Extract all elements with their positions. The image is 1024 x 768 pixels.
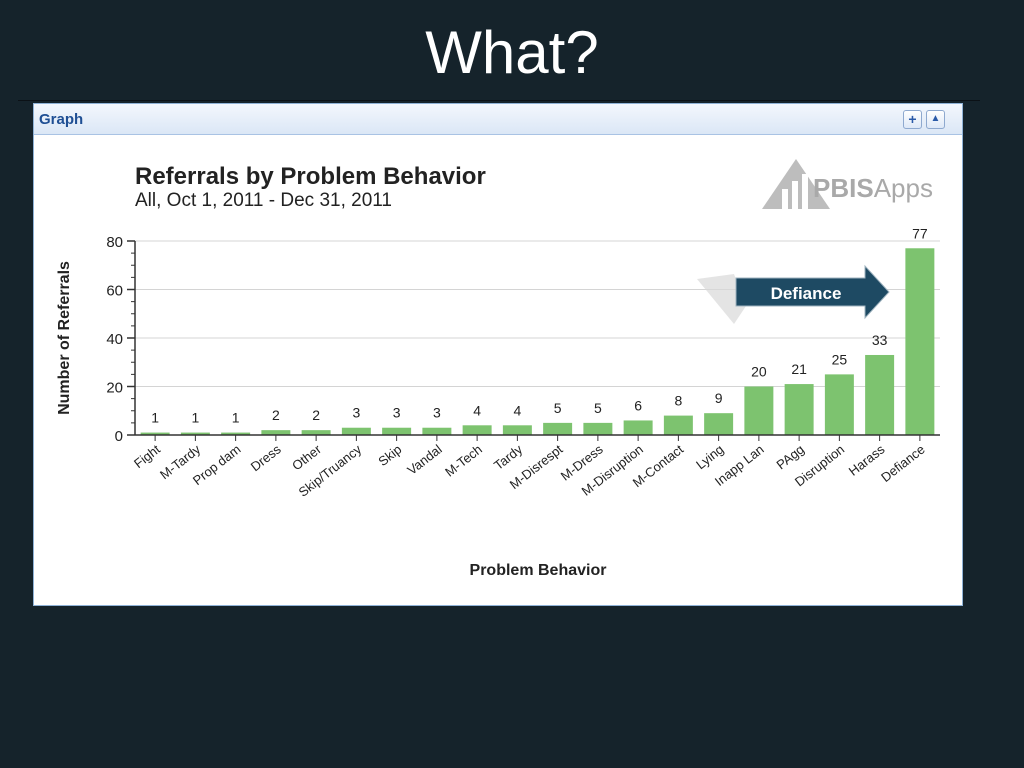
x-tick-label: Lying — [693, 442, 726, 473]
bar — [301, 430, 331, 435]
y-tick-label: 0 — [115, 428, 123, 445]
bar-chart: Referrals by Problem Behavior All, Oct 1… — [56, 159, 940, 579]
bar — [462, 425, 492, 435]
y-axis-title: Number of Referrals — [56, 261, 73, 415]
data-label: 1 — [191, 410, 199, 426]
x-tick-label: M-Tech — [442, 442, 485, 480]
bar — [140, 432, 170, 435]
x-tick-label: Defiance — [878, 442, 928, 485]
bar — [583, 422, 613, 435]
bar — [382, 427, 412, 435]
data-label: 21 — [791, 361, 807, 377]
bar — [502, 425, 532, 435]
y-tick-label: 40 — [106, 331, 123, 348]
y-tick-label: 20 — [106, 380, 123, 397]
x-tick-label: Skip — [375, 442, 404, 469]
x-tick-label: Fight — [131, 441, 163, 471]
data-label: 3 — [352, 405, 360, 421]
bar — [905, 248, 935, 435]
bar — [663, 415, 693, 435]
logo-mark-bar-3 — [802, 174, 808, 209]
bar — [261, 430, 291, 435]
y-tick-label: 80 — [106, 234, 123, 251]
data-label: 2 — [272, 407, 280, 423]
title-divider — [18, 100, 980, 101]
panel-title: Graph — [39, 111, 84, 128]
bar — [744, 386, 774, 435]
bar — [221, 432, 251, 435]
bar — [543, 422, 573, 435]
grid-layer — [135, 240, 940, 387]
data-label: 1 — [151, 410, 159, 426]
chart-subtitle: All, Oct 1, 2011 - Dec 31, 2011 — [135, 190, 392, 211]
bar — [704, 413, 734, 435]
bar — [341, 427, 371, 435]
bar — [180, 432, 210, 435]
bar — [865, 354, 895, 435]
data-label: 4 — [513, 402, 521, 418]
data-label: 25 — [832, 351, 848, 367]
graph-panel: Graph + ▲ Referrals by Problem Behavior … — [33, 103, 963, 606]
data-label: 77 — [912, 225, 928, 241]
data-label: 3 — [393, 405, 401, 421]
callout-arrow-icon — [735, 264, 890, 320]
data-label: 6 — [634, 397, 642, 413]
data-label: 5 — [554, 400, 562, 416]
collapse-button[interactable]: ▲ — [926, 110, 945, 129]
data-label: 5 — [594, 400, 602, 416]
logo-text-light: Apps — [874, 173, 933, 203]
callout-shadow — [697, 274, 746, 324]
bar — [422, 427, 452, 435]
data-label: 20 — [751, 364, 767, 380]
defiance-callout: Defiance — [697, 264, 890, 324]
data-label: 2 — [312, 407, 320, 423]
x-tick-label: Tardy — [491, 441, 526, 473]
panel-header: Graph + ▲ — [34, 104, 962, 135]
x-tick-label: Vandal — [404, 441, 444, 477]
data-label: 4 — [473, 402, 481, 418]
data-label: 9 — [715, 390, 723, 406]
bars-layer — [140, 248, 935, 435]
logo-mark-bar-1 — [782, 189, 788, 209]
callout-label: Defiance — [771, 284, 842, 303]
pbisapps-logo: PBISApps — [762, 159, 933, 209]
data-label: 3 — [433, 405, 441, 421]
data-label: 1 — [232, 410, 240, 426]
x-tick-label: Dress — [248, 441, 284, 474]
x-axis-title: Problem Behavior — [470, 562, 607, 579]
y-tick-label: 60 — [106, 283, 123, 300]
ticks-layer: 0 20 40 60 80 — [106, 234, 921, 445]
logo-mark-bar-2 — [792, 181, 798, 209]
slide-title: What? — [425, 19, 599, 86]
chart-title: Referrals by Problem Behavior — [135, 163, 486, 190]
expand-button[interactable]: + — [903, 110, 922, 129]
x-tick-label: PAgg — [773, 442, 807, 473]
data-label: 33 — [872, 332, 888, 348]
bar — [824, 374, 854, 435]
bar — [623, 420, 653, 435]
bar — [784, 384, 814, 435]
logo-text: PBISApps — [813, 173, 933, 203]
logo-text-bold: PBIS — [813, 173, 874, 203]
data-label: 8 — [674, 393, 682, 409]
